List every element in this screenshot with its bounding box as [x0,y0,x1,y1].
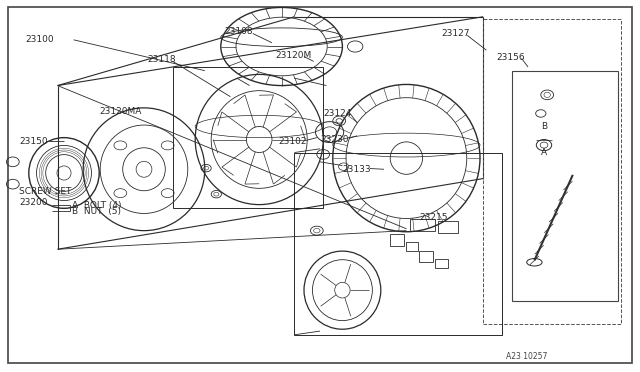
Text: 23133: 23133 [342,165,371,174]
Text: 23215: 23215 [419,213,448,222]
Text: 23124: 23124 [323,109,351,118]
Text: 23100: 23100 [26,35,54,44]
Text: 23127: 23127 [442,29,470,38]
Text: SCREW SET: SCREW SET [19,187,72,196]
Bar [294,153,502,335]
Text: 23150: 23150 [19,137,48,146]
Text: 23200: 23200 [19,198,48,207]
Bar [435,259,448,268]
Text: B  NUT  (5): B NUT (5) [72,207,122,216]
Bar [512,71,618,301]
Bar [438,221,458,232]
Bar [483,19,621,324]
Bar [173,67,323,208]
Text: 23230: 23230 [320,135,349,144]
Text: A  BOLT (4): A BOLT (4) [72,201,122,210]
Text: A: A [541,148,547,157]
Bar [390,234,404,246]
Bar [410,219,435,231]
Bar [419,251,433,262]
Text: B: B [541,122,547,131]
Text: 23156: 23156 [496,53,525,62]
Text: 23120M: 23120M [275,51,312,60]
Text: A23 10257: A23 10257 [506,352,547,361]
Text: 23102: 23102 [278,137,307,146]
Text: 23108: 23108 [224,27,253,36]
Text: 23120MA: 23120MA [99,107,141,116]
Bar [406,242,418,251]
Text: 23118: 23118 [147,55,176,64]
